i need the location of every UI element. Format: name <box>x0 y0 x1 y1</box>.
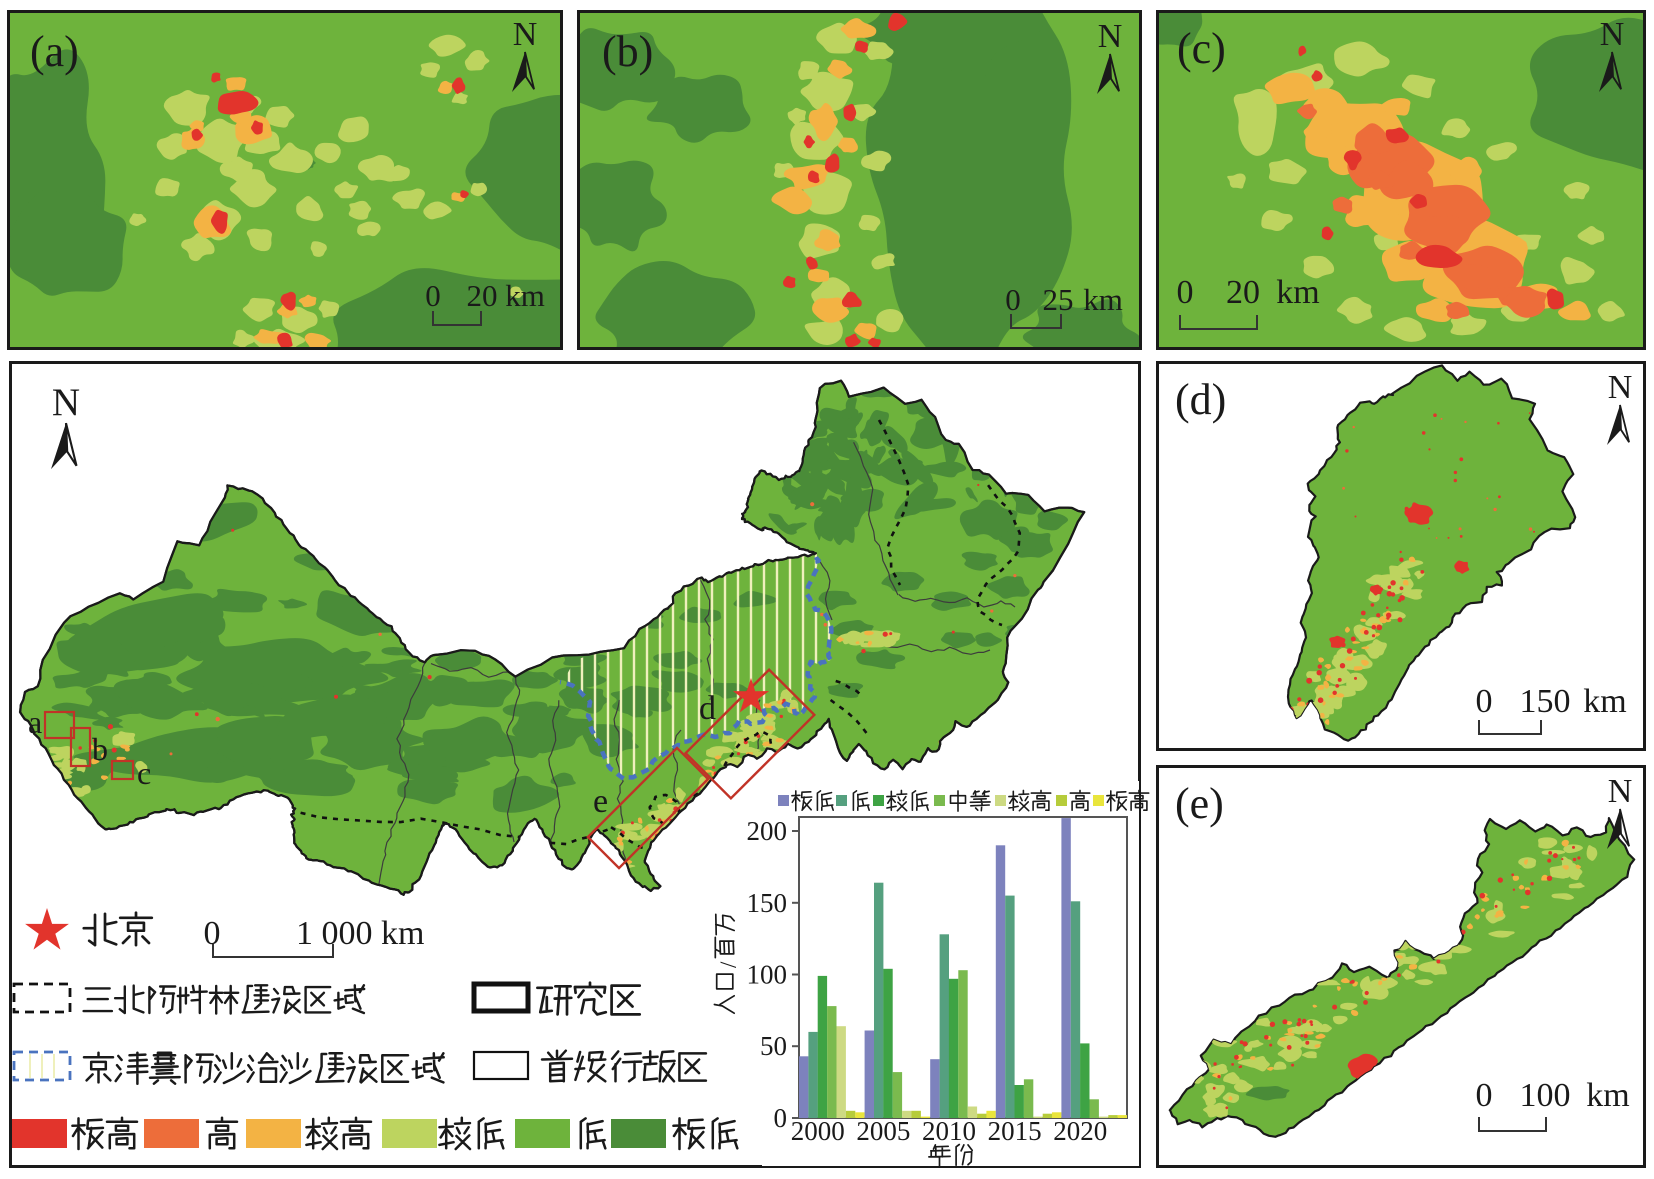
svg-text:km: km <box>1586 1077 1629 1114</box>
svg-text:2005: 2005 <box>856 1116 910 1146</box>
svg-text:N: N <box>52 381 80 424</box>
svg-text:(e): (e) <box>1175 779 1224 828</box>
svg-text:N: N <box>513 16 538 53</box>
svg-text:2020: 2020 <box>1053 1116 1107 1146</box>
svg-text:/: / <box>716 961 741 968</box>
svg-text:100: 100 <box>1520 1077 1571 1114</box>
svg-text:150: 150 <box>747 888 788 918</box>
svg-text:50: 50 <box>760 1031 787 1061</box>
svg-text:(d): (d) <box>1175 375 1226 424</box>
svg-text:e: e <box>593 783 608 820</box>
svg-text:0: 0 <box>774 1103 788 1133</box>
svg-text:2015: 2015 <box>988 1116 1042 1146</box>
svg-text:N: N <box>1608 773 1633 810</box>
svg-text:0: 0 <box>1005 282 1021 317</box>
svg-text:c: c <box>137 755 151 791</box>
svg-text:0: 0 <box>1476 683 1493 720</box>
svg-text:b: b <box>92 731 108 767</box>
svg-text:(a): (a) <box>30 27 79 76</box>
svg-text:N: N <box>1600 16 1625 53</box>
svg-text:100: 100 <box>747 960 788 990</box>
svg-text:200: 200 <box>747 816 788 846</box>
svg-text:2010: 2010 <box>922 1116 976 1146</box>
svg-text:150: 150 <box>1520 683 1571 720</box>
svg-text:0: 0 <box>1476 1077 1493 1114</box>
svg-text:a: a <box>28 704 42 740</box>
svg-text:N: N <box>1098 18 1123 55</box>
svg-text:km: km <box>1083 282 1123 317</box>
svg-text:20: 20 <box>467 278 498 313</box>
svg-text:km: km <box>1276 274 1319 311</box>
svg-text:0: 0 <box>204 915 221 952</box>
svg-text:(b): (b) <box>602 27 653 76</box>
svg-text:20: 20 <box>1226 274 1260 311</box>
svg-text:0: 0 <box>425 278 441 313</box>
svg-text:km: km <box>1583 683 1626 720</box>
svg-text:(c): (c) <box>1177 24 1226 73</box>
svg-text:1 000 km: 1 000 km <box>296 915 424 952</box>
svg-text:km: km <box>505 278 545 313</box>
svg-text:25: 25 <box>1043 282 1074 317</box>
svg-text:N: N <box>1608 369 1633 406</box>
svg-text:2000: 2000 <box>791 1116 845 1146</box>
svg-text:d: d <box>699 690 716 727</box>
svg-text:0: 0 <box>1177 274 1194 311</box>
